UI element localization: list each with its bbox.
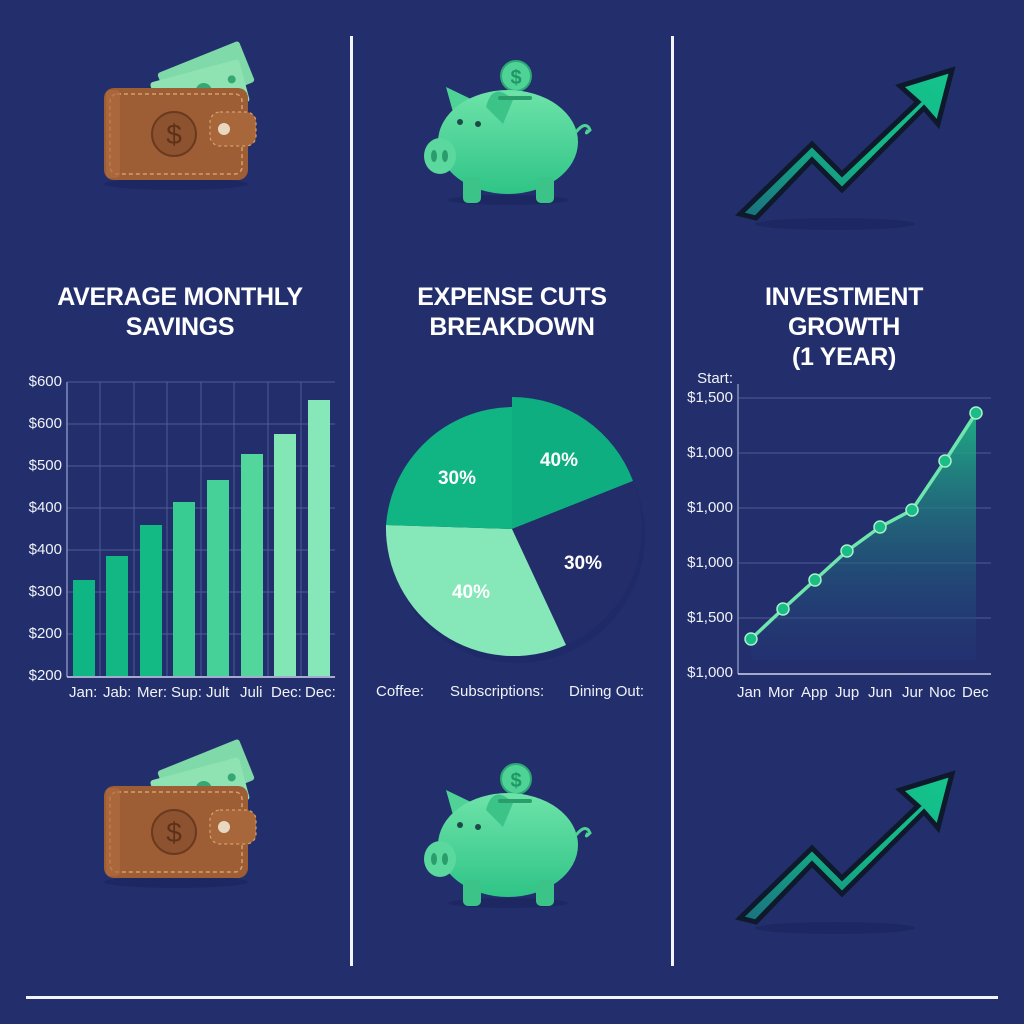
bar-dec-1 bbox=[274, 434, 296, 676]
bar-y-tick: $600 bbox=[28, 415, 62, 432]
pie-label-top-left: 30% bbox=[438, 468, 476, 489]
line-x-tick: Jur bbox=[902, 684, 923, 701]
bar-y-tick: $200 bbox=[28, 625, 62, 642]
line-x-tick: Jun bbox=[868, 684, 893, 701]
line-y-tick: $1,000 bbox=[687, 664, 733, 681]
bar-y-tick: $400 bbox=[28, 541, 62, 558]
bar-y-tick: $600 bbox=[28, 373, 62, 390]
pie-slice-right bbox=[512, 481, 642, 645]
line-x-tick: App bbox=[801, 684, 828, 701]
bar-sup bbox=[173, 502, 195, 676]
bar-x-tick: Jan: bbox=[69, 684, 98, 701]
pie-slice-top-left bbox=[386, 407, 512, 529]
bar-juli bbox=[241, 454, 263, 676]
trend-up-arrow-icon-bottom bbox=[740, 774, 952, 934]
bar-dec-2 bbox=[308, 400, 330, 676]
wallet-icon-bottom bbox=[103, 737, 257, 889]
expense-title: EXPENSE CUTS BREAKDOWN bbox=[417, 283, 607, 341]
pie-label-right: 30% bbox=[564, 553, 602, 574]
bar-x-tick: Jult bbox=[206, 684, 230, 701]
panel-divider-right bbox=[671, 36, 674, 966]
line-series bbox=[749, 412, 978, 641]
line-y-tick: $1,500 bbox=[687, 389, 733, 406]
line-x-tick: Jan bbox=[737, 684, 762, 701]
bar-mer bbox=[140, 525, 162, 676]
bar-jan bbox=[73, 580, 95, 676]
legend-coffee: Coffee: bbox=[376, 683, 425, 700]
line-x-tick: Jup bbox=[835, 684, 860, 701]
line-y-header: Start: bbox=[697, 370, 733, 387]
pie-slice-bottom-left bbox=[385, 525, 566, 657]
bar-y-tick: $200 bbox=[28, 667, 62, 684]
line-x-tick: Dec bbox=[962, 684, 989, 701]
wallet-icon bbox=[103, 39, 257, 191]
bar-y-tick: $400 bbox=[28, 499, 62, 516]
piggy-bank-icon-bottom bbox=[422, 762, 592, 910]
bottom-rule bbox=[26, 996, 998, 999]
pie-slice-top-right bbox=[512, 396, 633, 529]
trend-up-arrow-icon bbox=[740, 70, 952, 230]
pie-label-bottom-left: 40% bbox=[452, 582, 490, 603]
bar-x-tick: Sup: bbox=[171, 684, 202, 701]
line-area-fill bbox=[751, 413, 976, 660]
line-y-tick: $1,000 bbox=[687, 554, 733, 571]
piggy-bank-icon bbox=[422, 59, 592, 207]
savings-title: AVERAGE MONTHLY SAVINGS bbox=[57, 283, 303, 341]
line-markers bbox=[744, 406, 983, 646]
line-y-tick: $1,500 bbox=[687, 609, 733, 626]
legend-dining-out: Dining Out: bbox=[569, 683, 645, 700]
pie-label-top-right: 40% bbox=[540, 450, 578, 471]
bar-y-tick: $300 bbox=[28, 583, 62, 600]
line-y-tick: $1,000 bbox=[687, 499, 733, 516]
bar-jult bbox=[207, 480, 229, 676]
panel-divider-left bbox=[350, 36, 353, 966]
pie-chart: 40% 30% 40% 30% bbox=[385, 396, 645, 663]
bar-x-tick: Mer: bbox=[137, 684, 167, 701]
line-x-tick: Mor bbox=[768, 684, 794, 701]
legend-subscriptions: Subscriptions: bbox=[450, 683, 545, 700]
bar-x-tick: Dec: bbox=[305, 684, 336, 701]
bar-y-tick: $500 bbox=[28, 457, 62, 474]
line-x-tick: Noc bbox=[929, 684, 956, 701]
bar-x-tick: Jab: bbox=[103, 684, 132, 701]
investment-title: INVESTMENT GROWTH (1 YEAR) bbox=[764, 283, 924, 371]
line-y-tick: $1,000 bbox=[687, 444, 733, 461]
bar-jab bbox=[106, 556, 128, 676]
bar-x-tick: Juli bbox=[240, 684, 263, 701]
bar-x-tick: Dec: bbox=[271, 684, 302, 701]
bar-series bbox=[73, 400, 330, 676]
